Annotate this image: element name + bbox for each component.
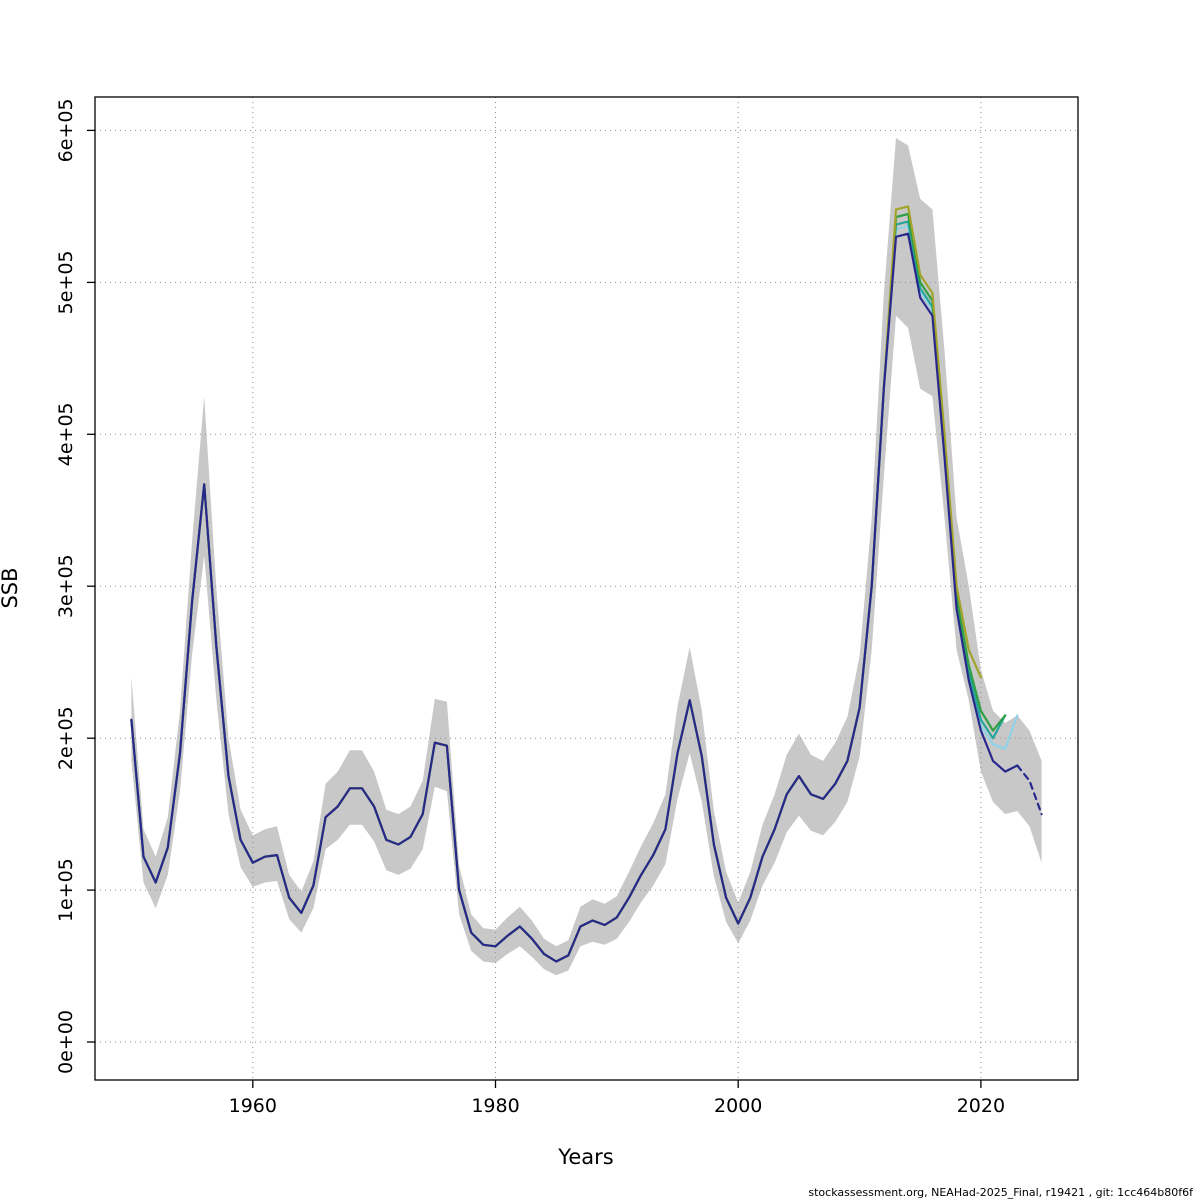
confidence-band	[131, 138, 1042, 976]
x-tick-label: 2020	[957, 1095, 1005, 1117]
axis-ticks	[87, 129, 982, 1088]
x-tick-label: 1960	[229, 1095, 277, 1117]
y-tick-label: 4e+05	[55, 402, 77, 466]
x-axis-title: Years	[557, 1145, 613, 1169]
source-note: stockassessment.org, NEAHad-2025_Final, …	[808, 1186, 1194, 1199]
x-tick-label: 2000	[714, 1095, 762, 1117]
y-tick-label: 6e+05	[55, 98, 77, 162]
y-tick-label: 3e+05	[55, 554, 77, 618]
axis-tick-labels: 1960 1980 2000 2020 0e+00 1e+05 2e+05 3e+05 4e+0…	[55, 98, 1005, 1117]
x-tick-label: 1980	[471, 1095, 519, 1117]
series-lines	[130, 205, 1043, 963]
y-tick-label: 2e+05	[55, 706, 77, 770]
y-tick-label: 0e+00	[55, 1010, 77, 1074]
series-navy-run	[130, 232, 1019, 963]
series-navy-forecast	[1016, 764, 1043, 816]
y-axis-title: SSB	[0, 567, 22, 608]
y-tick-label: 1e+05	[55, 858, 77, 922]
plot-border	[94, 96, 1079, 1081]
y-tick-label: 5e+05	[55, 250, 77, 314]
